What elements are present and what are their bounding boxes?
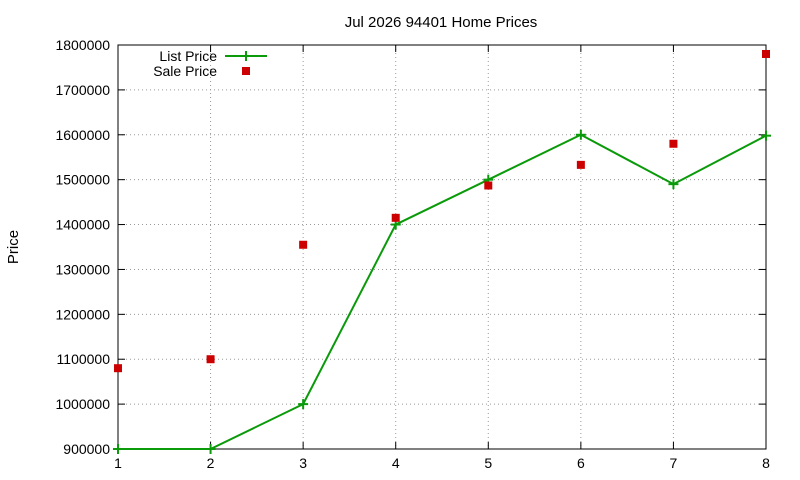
legend-label: List Price [159,48,217,64]
y-tick-label: 1500000 [55,172,110,188]
y-tick-label: 1600000 [55,127,110,143]
list-price-point [113,444,123,454]
list-price-point [668,179,679,190]
x-tick-label: 6 [577,455,585,471]
chart-title: Jul 2026 94401 Home Prices [345,14,538,31]
sale-price-point [669,139,678,148]
x-tick-label: 3 [299,455,307,471]
plot-border [117,44,767,450]
x-tick-label: 1 [114,455,122,471]
y-axis-label: Price [5,230,22,264]
y-tick-label: 1300000 [55,261,110,277]
list-price-point [575,129,586,140]
sale-price-point [114,364,122,373]
y-tick-label: 1800000 [55,37,110,53]
legend-square-sample [242,67,250,75]
x-tick-label: 5 [484,455,492,471]
x-tick-label: 4 [392,455,400,471]
tick-labels: 900000 1000000 1100000 1200000 1300000 140000… [55,37,770,471]
x-tick-label: 8 [762,455,770,471]
list-price-point [761,130,771,141]
sale-price-point [762,49,770,58]
sale-price-point [206,355,215,364]
sale-price-point [391,213,400,222]
x-tick-label: 2 [207,455,215,471]
sale-price-point [576,160,585,169]
plot-frame [117,44,767,450]
list-price-point [205,444,216,454]
grid-lines [118,45,766,449]
y-tick-label: 1000000 [55,396,110,412]
y-tick-label: 1100000 [57,351,111,367]
series-marks [113,49,771,454]
list-price-line [118,133,767,450]
y-tick-label: 1400000 [55,217,110,233]
legend-label: Sale Price [153,63,217,79]
x-tick-label: 7 [670,455,678,471]
y-tick-label: 1700000 [55,82,110,98]
y-tick-label: 1200000 [55,306,110,322]
sale-price-point [299,240,308,249]
sale-price-point [484,181,493,190]
list-price-point [298,399,309,410]
y-tick-label: 900000 [63,441,110,457]
